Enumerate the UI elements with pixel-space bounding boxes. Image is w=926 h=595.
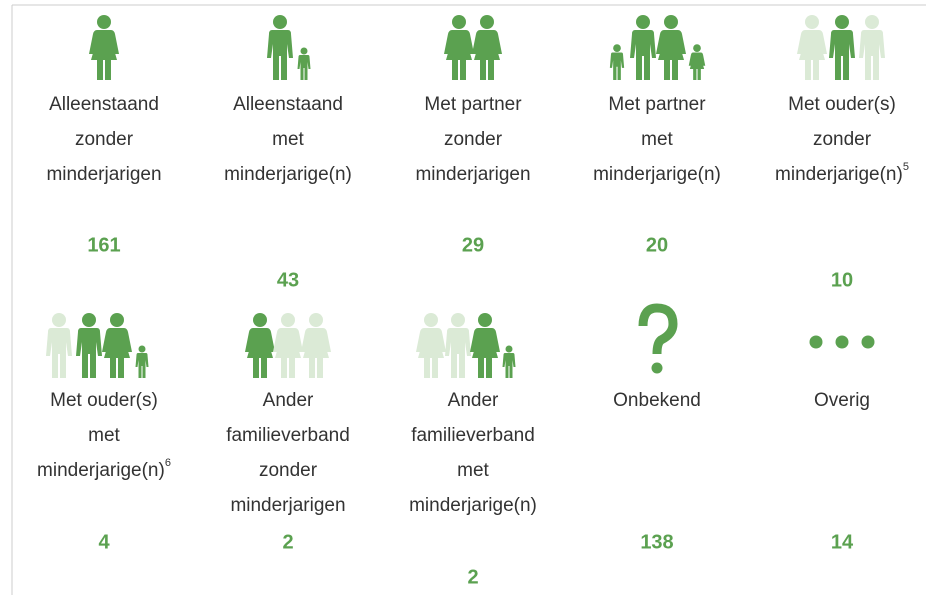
item-label: zonder	[444, 129, 503, 150]
item-label: Alleenstaand	[233, 94, 343, 115]
item-label: Met partner	[608, 94, 706, 115]
person-icon	[688, 44, 706, 80]
label-text: met	[272, 129, 304, 150]
item-label: met	[457, 460, 489, 481]
item-label: familieverband	[226, 425, 350, 446]
item-label: minderjarigen	[46, 164, 161, 185]
icons	[46, 15, 885, 378]
item-label: Ander	[263, 390, 314, 411]
person-icon	[502, 345, 516, 378]
item-label: Overig	[814, 390, 870, 411]
item-label: minderjarige(n)	[224, 164, 352, 185]
person-icon	[416, 313, 446, 378]
item-label: minderjarige(n)	[409, 495, 537, 516]
item-label: minderjarigen	[230, 495, 345, 516]
label-text: familieverband	[226, 425, 350, 446]
person-icon	[656, 15, 686, 80]
person-icon	[470, 313, 500, 378]
person-icon	[46, 313, 72, 378]
item-label: minderjarige(n)	[593, 164, 721, 185]
item-value: 29	[462, 234, 484, 256]
question-dot	[651, 362, 663, 374]
item-label: met	[641, 129, 673, 150]
person-icon	[102, 313, 132, 378]
person-icon	[797, 15, 827, 80]
label-text: minderjarige(n)	[593, 164, 721, 185]
item-label: met	[272, 129, 304, 150]
person-icon	[829, 15, 855, 80]
person-icon	[245, 313, 275, 378]
label-text: minderjarigen	[415, 164, 530, 185]
person-icon	[267, 15, 293, 80]
label-text: met	[457, 460, 489, 481]
label-text: Alleenstaand	[233, 94, 343, 115]
label-text: minderjarige(n)	[409, 495, 537, 516]
label-text: minderjarigen	[46, 164, 161, 185]
label-text: minderjarige(n)	[37, 460, 165, 481]
item-value: 2	[467, 566, 478, 588]
item-label: familieverband	[411, 425, 535, 446]
item-label: zonder	[813, 129, 872, 150]
label-text: Ander	[448, 390, 499, 411]
item-value: 138	[640, 531, 673, 553]
item-label: zonder	[75, 129, 134, 150]
label-text: minderjarige(n)	[775, 164, 903, 185]
item-value: 161	[87, 234, 120, 256]
label-text: minderjarige(n)	[224, 164, 352, 185]
label-text: zonder	[259, 460, 318, 481]
dot-icon	[809, 335, 823, 349]
person-icon	[89, 15, 119, 80]
label-text: zonder	[444, 129, 503, 150]
item-value: 14	[831, 531, 854, 553]
person-icon	[609, 44, 625, 80]
item-label: Ander	[448, 390, 499, 411]
item-value: 4	[98, 531, 110, 553]
label-text: Met ouder(s)	[788, 94, 896, 115]
person-icon	[273, 313, 303, 378]
item-label: zonder	[259, 460, 318, 481]
item-label: met	[88, 425, 120, 446]
item-label: Alleenstaand	[49, 94, 159, 115]
item-label: Met partner	[424, 94, 522, 115]
person-icon	[859, 15, 885, 80]
person-icon	[297, 47, 311, 80]
item-label: Met ouder(s)	[788, 94, 896, 115]
item-value: 43	[277, 269, 299, 291]
item-label: minderjarigen	[415, 164, 530, 185]
label-text: Met partner	[424, 94, 522, 115]
item-label: minderjarige(n)5	[775, 161, 909, 185]
person-icon	[135, 345, 149, 378]
item-value: 2	[282, 531, 293, 553]
item-value: 10	[831, 269, 853, 291]
label-text: met	[641, 129, 673, 150]
person-icon	[445, 313, 471, 378]
label-text: met	[88, 425, 120, 446]
label-text: zonder	[75, 129, 134, 150]
footnote-ref: 6	[165, 457, 171, 469]
label-text: Alleenstaand	[49, 94, 159, 115]
person-icon	[472, 15, 502, 80]
label-text: familieverband	[411, 425, 535, 446]
label-text: Met partner	[608, 94, 706, 115]
dot-icon	[835, 335, 849, 349]
person-icon	[301, 313, 331, 378]
label-text: Met ouder(s)	[50, 390, 158, 411]
person-icon	[444, 15, 474, 80]
footnote-ref: 5	[903, 161, 909, 173]
item-label: Met ouder(s)	[50, 390, 158, 411]
item-label: minderjarige(n)6	[37, 457, 171, 481]
label-text: Onbekend	[613, 390, 701, 411]
person-icon	[630, 15, 656, 80]
question-icon	[638, 303, 678, 355]
label-text: Ander	[263, 390, 314, 411]
label-text: zonder	[813, 129, 872, 150]
person-icon	[76, 313, 102, 378]
item-label: Onbekend	[613, 390, 701, 411]
label-text: minderjarigen	[230, 495, 345, 516]
dot-icon	[861, 335, 875, 349]
label-text: Overig	[814, 390, 870, 411]
item-value: 20	[646, 234, 668, 256]
